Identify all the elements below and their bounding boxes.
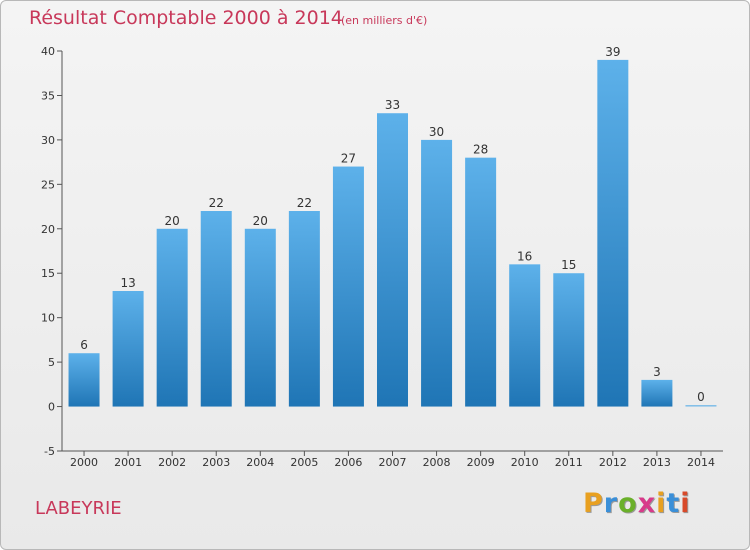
y-axis-ticks: -5 0 5 10 15 20 25 30 35 40: [41, 45, 62, 458]
bar-value-label: 22: [297, 196, 312, 210]
bar-2011: [553, 273, 585, 407]
x-tick-label: 2004: [246, 456, 274, 469]
x-tick-label: 2009: [467, 456, 495, 469]
bar-value-label: 0: [697, 390, 705, 404]
bar-value-label: 28: [473, 143, 488, 157]
bar-value-label: 22: [209, 196, 224, 210]
bar-value-label: 15: [561, 258, 576, 272]
bar-2003: [200, 211, 232, 407]
bar-2000: [68, 353, 100, 407]
x-tick-label: 2001: [114, 456, 142, 469]
bar-2010: [509, 264, 541, 407]
bar-2001: [112, 291, 144, 407]
x-tick-label: 2005: [290, 456, 318, 469]
logo-letter: r: [603, 488, 619, 519]
bar-2012: [597, 59, 629, 407]
bar-value-label: 13: [120, 276, 135, 290]
y-tick-label: 25: [41, 178, 55, 191]
bar-2006: [332, 166, 364, 407]
bar-value-label: 6: [80, 338, 88, 352]
logo-letter: x: [637, 488, 657, 519]
y-tick-label: 35: [41, 89, 55, 102]
logo-letter: P: [583, 488, 604, 519]
x-tick-label: 2000: [70, 456, 98, 469]
bar-2014: [685, 405, 717, 407]
y-tick-label: 10: [41, 312, 55, 325]
bar-value-label: 33: [385, 98, 400, 112]
y-tick-label: 0: [48, 401, 55, 414]
chart-subtitle: (en milliers d'€): [341, 14, 428, 27]
chart-title: Résultat Comptable 2000 à 2014: [29, 7, 343, 29]
x-tick-label: 2013: [643, 456, 671, 469]
bar-2013: [641, 379, 673, 407]
x-tick-label: 2011: [555, 456, 583, 469]
logo-letter: i: [656, 488, 667, 519]
x-tick-label: 2014: [687, 456, 715, 469]
bar-2005: [288, 211, 320, 407]
bar-value-label: 16: [517, 249, 532, 263]
y-tick-label: 30: [41, 134, 55, 147]
bar-value-label: 20: [165, 214, 180, 228]
x-tick-label: 2012: [599, 456, 627, 469]
bar-2004: [244, 228, 276, 407]
y-tick-label: 40: [41, 45, 55, 58]
x-tick-label: 2010: [511, 456, 539, 469]
bar-2002: [156, 228, 188, 407]
bar-2008: [421, 139, 453, 407]
y-tick-label: -5: [44, 445, 55, 458]
bar-value-label: 30: [429, 125, 444, 139]
bar-value-label: 3: [653, 365, 661, 379]
bar-value-label: 20: [253, 214, 268, 228]
bar-value-label: 27: [341, 152, 356, 166]
y-tick-label: 5: [48, 356, 55, 369]
commune-name: LABEYRIE: [35, 498, 122, 519]
x-tick-label: 2006: [334, 456, 362, 469]
x-tick-label: 2008: [423, 456, 451, 469]
x-tick-label: 2002: [158, 456, 186, 469]
bar-value-label: 39: [605, 45, 620, 59]
x-tick-label: 2007: [379, 456, 407, 469]
y-tick-label: 15: [41, 267, 55, 280]
logo-letter: t: [666, 488, 681, 519]
y-tick-label: 20: [41, 223, 55, 236]
x-axis-ticks: 2000 2001 2002 2003 2004 2005 2006 2007 2008 2009…: [70, 451, 715, 469]
x-tick-label: 2003: [202, 456, 230, 469]
bar-2007: [377, 113, 408, 407]
proxiti-logo: Proxiti: [583, 488, 691, 519]
bar-2009: [465, 157, 497, 407]
logo-letter: i: [680, 488, 691, 519]
logo-letter: o: [618, 488, 638, 519]
